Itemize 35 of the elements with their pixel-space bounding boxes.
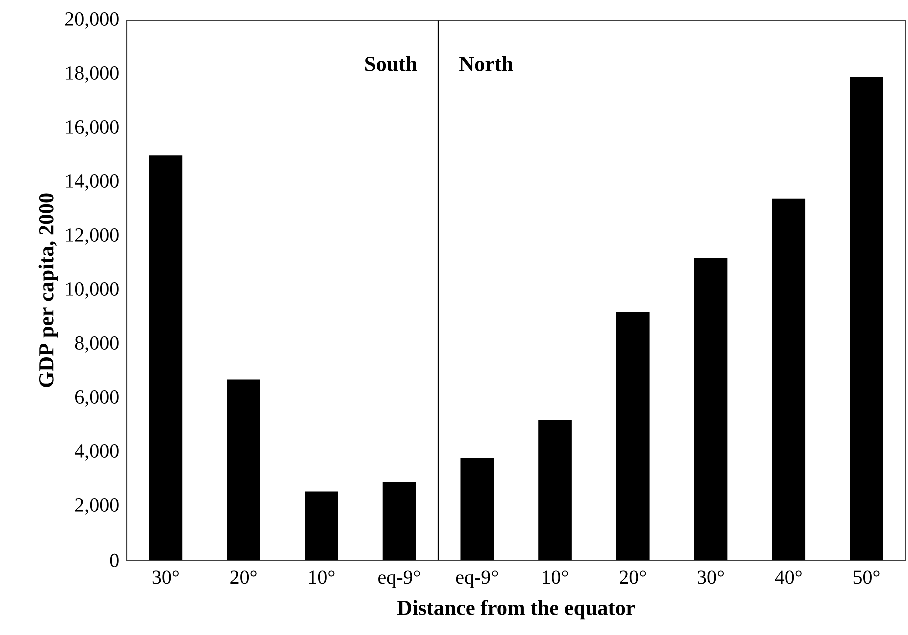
y-tick-label: 10,000 xyxy=(66,282,119,300)
bar xyxy=(694,258,728,561)
y-axis-title: GDP per capita, 2000 xyxy=(38,194,58,388)
x-tick-label: eq-9° xyxy=(456,570,498,588)
x-tick-label: 40° xyxy=(775,570,802,584)
y-tick-label: 0 xyxy=(110,554,119,568)
bar xyxy=(149,156,183,561)
y-tick-label: 16,000 xyxy=(66,120,119,138)
bar xyxy=(382,482,416,561)
bar xyxy=(772,199,806,561)
bar xyxy=(538,420,572,561)
x-tick-label: 30° xyxy=(152,570,179,584)
y-tick-label: 2,000 xyxy=(76,498,119,516)
bar xyxy=(460,458,494,561)
x-tick-label: 20° xyxy=(230,570,257,584)
bar xyxy=(305,492,338,561)
y-tick-label: 12,000 xyxy=(66,228,119,246)
bar xyxy=(616,312,650,561)
y-tick-label: 8,000 xyxy=(75,336,119,354)
y-tick-label: 18,000 xyxy=(66,66,119,84)
x-axis-title: Distance from the equator xyxy=(398,600,636,620)
x-tick-label: 30° xyxy=(698,570,724,584)
x-tick-label: 10° xyxy=(309,570,335,584)
x-tick-label: eq-9° xyxy=(378,570,420,588)
y-tick-label: 14,000 xyxy=(66,174,119,192)
annotation: North xyxy=(460,56,514,72)
x-tick-label: 10° xyxy=(543,570,568,584)
y-tick-label: 20,000 xyxy=(66,12,119,30)
x-tick-label: 50° xyxy=(854,570,880,584)
y-tick-label: 4,000 xyxy=(75,444,119,462)
bar xyxy=(850,78,884,561)
bar xyxy=(227,380,260,561)
annotation: South xyxy=(366,56,418,72)
x-tick-label: 20° xyxy=(620,570,646,584)
y-tick-label: 6,000 xyxy=(75,390,119,408)
